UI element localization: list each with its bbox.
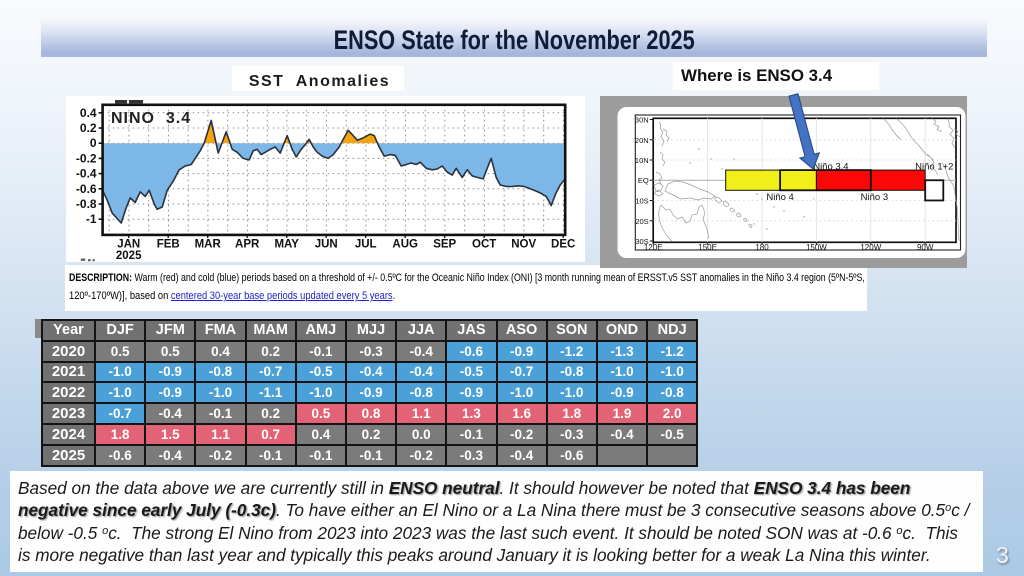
- svg-text:APR: APR: [235, 238, 260, 250]
- svg-text:-0.4: -0.4: [76, 167, 97, 181]
- svg-text:120W: 120W: [860, 243, 881, 252]
- svg-text:Niño 3.4: Niño 3.4: [813, 161, 848, 172]
- svg-text:JUL: JUL: [355, 238, 377, 250]
- svg-text:JUN: JUN: [315, 238, 338, 250]
- svg-text:2025: 2025: [116, 250, 142, 262]
- svg-text:Niño 3: Niño 3: [861, 192, 888, 203]
- svg-text:120E: 120E: [644, 243, 663, 252]
- svg-text:150W: 150W: [806, 243, 827, 252]
- svg-text:180: 180: [755, 243, 769, 252]
- svg-text:EQ: EQ: [638, 176, 649, 185]
- svg-text:Niño 1+2: Niño 1+2: [915, 161, 953, 172]
- svg-text:10S: 10S: [635, 197, 648, 206]
- svg-text:-0.8: -0.8: [76, 197, 97, 211]
- svg-text:0: 0: [90, 136, 97, 150]
- svg-text:-1: -1: [86, 212, 97, 226]
- svg-text:FEB: FEB: [157, 238, 180, 250]
- svg-text:20S: 20S: [635, 217, 648, 226]
- svg-text:0.2: 0.2: [80, 121, 97, 135]
- svg-text:30N: 30N: [635, 116, 649, 125]
- svg-text:20N: 20N: [635, 136, 649, 145]
- svg-text:NOV: NOV: [511, 238, 536, 250]
- svg-text:0.4: 0.4: [80, 106, 97, 120]
- svg-text:JAN: JAN: [117, 238, 140, 250]
- svg-text:DEC: DEC: [551, 238, 575, 250]
- svg-text:AUG: AUG: [392, 238, 418, 250]
- svg-text:MAR: MAR: [195, 238, 222, 250]
- svg-text:150E: 150E: [698, 243, 717, 252]
- svg-text:Niño 4: Niño 4: [766, 192, 793, 203]
- svg-text:MAY: MAY: [274, 238, 299, 250]
- svg-text:30S: 30S: [635, 237, 648, 246]
- svg-text:SEP: SEP: [433, 238, 456, 250]
- svg-text:-0.6: -0.6: [76, 182, 97, 196]
- svg-text:90W: 90W: [917, 243, 934, 252]
- svg-text:NINO 3.4: NINO 3.4: [111, 110, 191, 127]
- svg-text:OCT: OCT: [472, 238, 496, 250]
- svg-text:-0.2: -0.2: [76, 151, 97, 165]
- svg-text:10N: 10N: [635, 156, 649, 165]
